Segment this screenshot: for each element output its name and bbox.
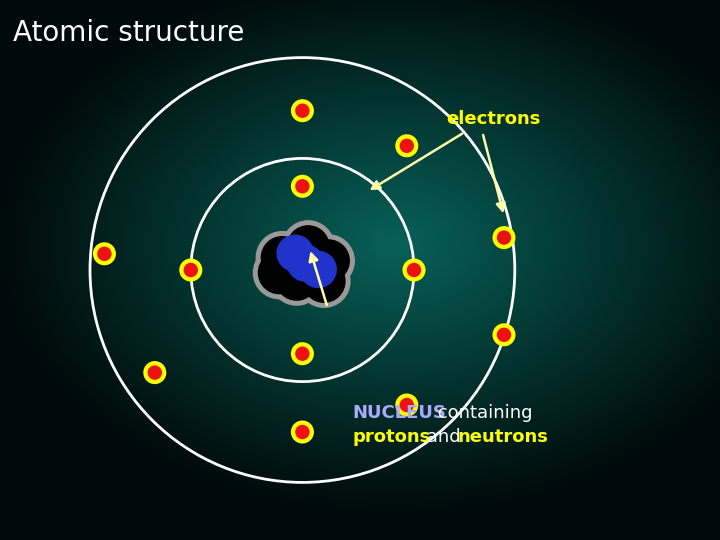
Ellipse shape	[287, 244, 324, 282]
Ellipse shape	[287, 225, 330, 268]
Ellipse shape	[400, 139, 414, 153]
Ellipse shape	[295, 179, 310, 193]
Text: NUCLEUS: NUCLEUS	[353, 404, 446, 422]
Ellipse shape	[261, 236, 304, 279]
Ellipse shape	[492, 226, 516, 249]
Ellipse shape	[497, 231, 511, 245]
Ellipse shape	[291, 421, 314, 443]
Ellipse shape	[402, 259, 426, 281]
Text: electrons: electrons	[446, 110, 541, 128]
Ellipse shape	[497, 328, 511, 342]
Ellipse shape	[179, 259, 202, 281]
Ellipse shape	[148, 366, 162, 380]
Ellipse shape	[291, 175, 314, 198]
Ellipse shape	[295, 104, 310, 118]
Ellipse shape	[492, 323, 516, 346]
Ellipse shape	[302, 234, 355, 287]
Ellipse shape	[282, 220, 335, 273]
Ellipse shape	[400, 398, 414, 412]
Ellipse shape	[184, 263, 198, 277]
Text: neutrons: neutrons	[457, 428, 548, 447]
Ellipse shape	[295, 347, 310, 361]
Text: protons: protons	[353, 428, 431, 447]
Ellipse shape	[275, 258, 318, 301]
Ellipse shape	[295, 425, 310, 439]
Ellipse shape	[307, 239, 350, 282]
Ellipse shape	[291, 99, 314, 122]
Ellipse shape	[258, 251, 301, 294]
Ellipse shape	[256, 231, 309, 284]
Ellipse shape	[253, 246, 306, 299]
Ellipse shape	[276, 234, 314, 272]
Text: Atomic structure: Atomic structure	[13, 19, 244, 47]
Text: and: and	[421, 428, 467, 447]
Ellipse shape	[291, 342, 314, 365]
Ellipse shape	[395, 134, 418, 157]
Ellipse shape	[395, 394, 418, 416]
Ellipse shape	[93, 242, 116, 265]
Ellipse shape	[97, 247, 112, 261]
Ellipse shape	[143, 361, 166, 384]
Text: containing: containing	[432, 404, 533, 422]
Ellipse shape	[407, 263, 421, 277]
Ellipse shape	[300, 251, 337, 288]
Ellipse shape	[297, 255, 351, 308]
Ellipse shape	[270, 253, 323, 306]
Ellipse shape	[302, 260, 346, 303]
